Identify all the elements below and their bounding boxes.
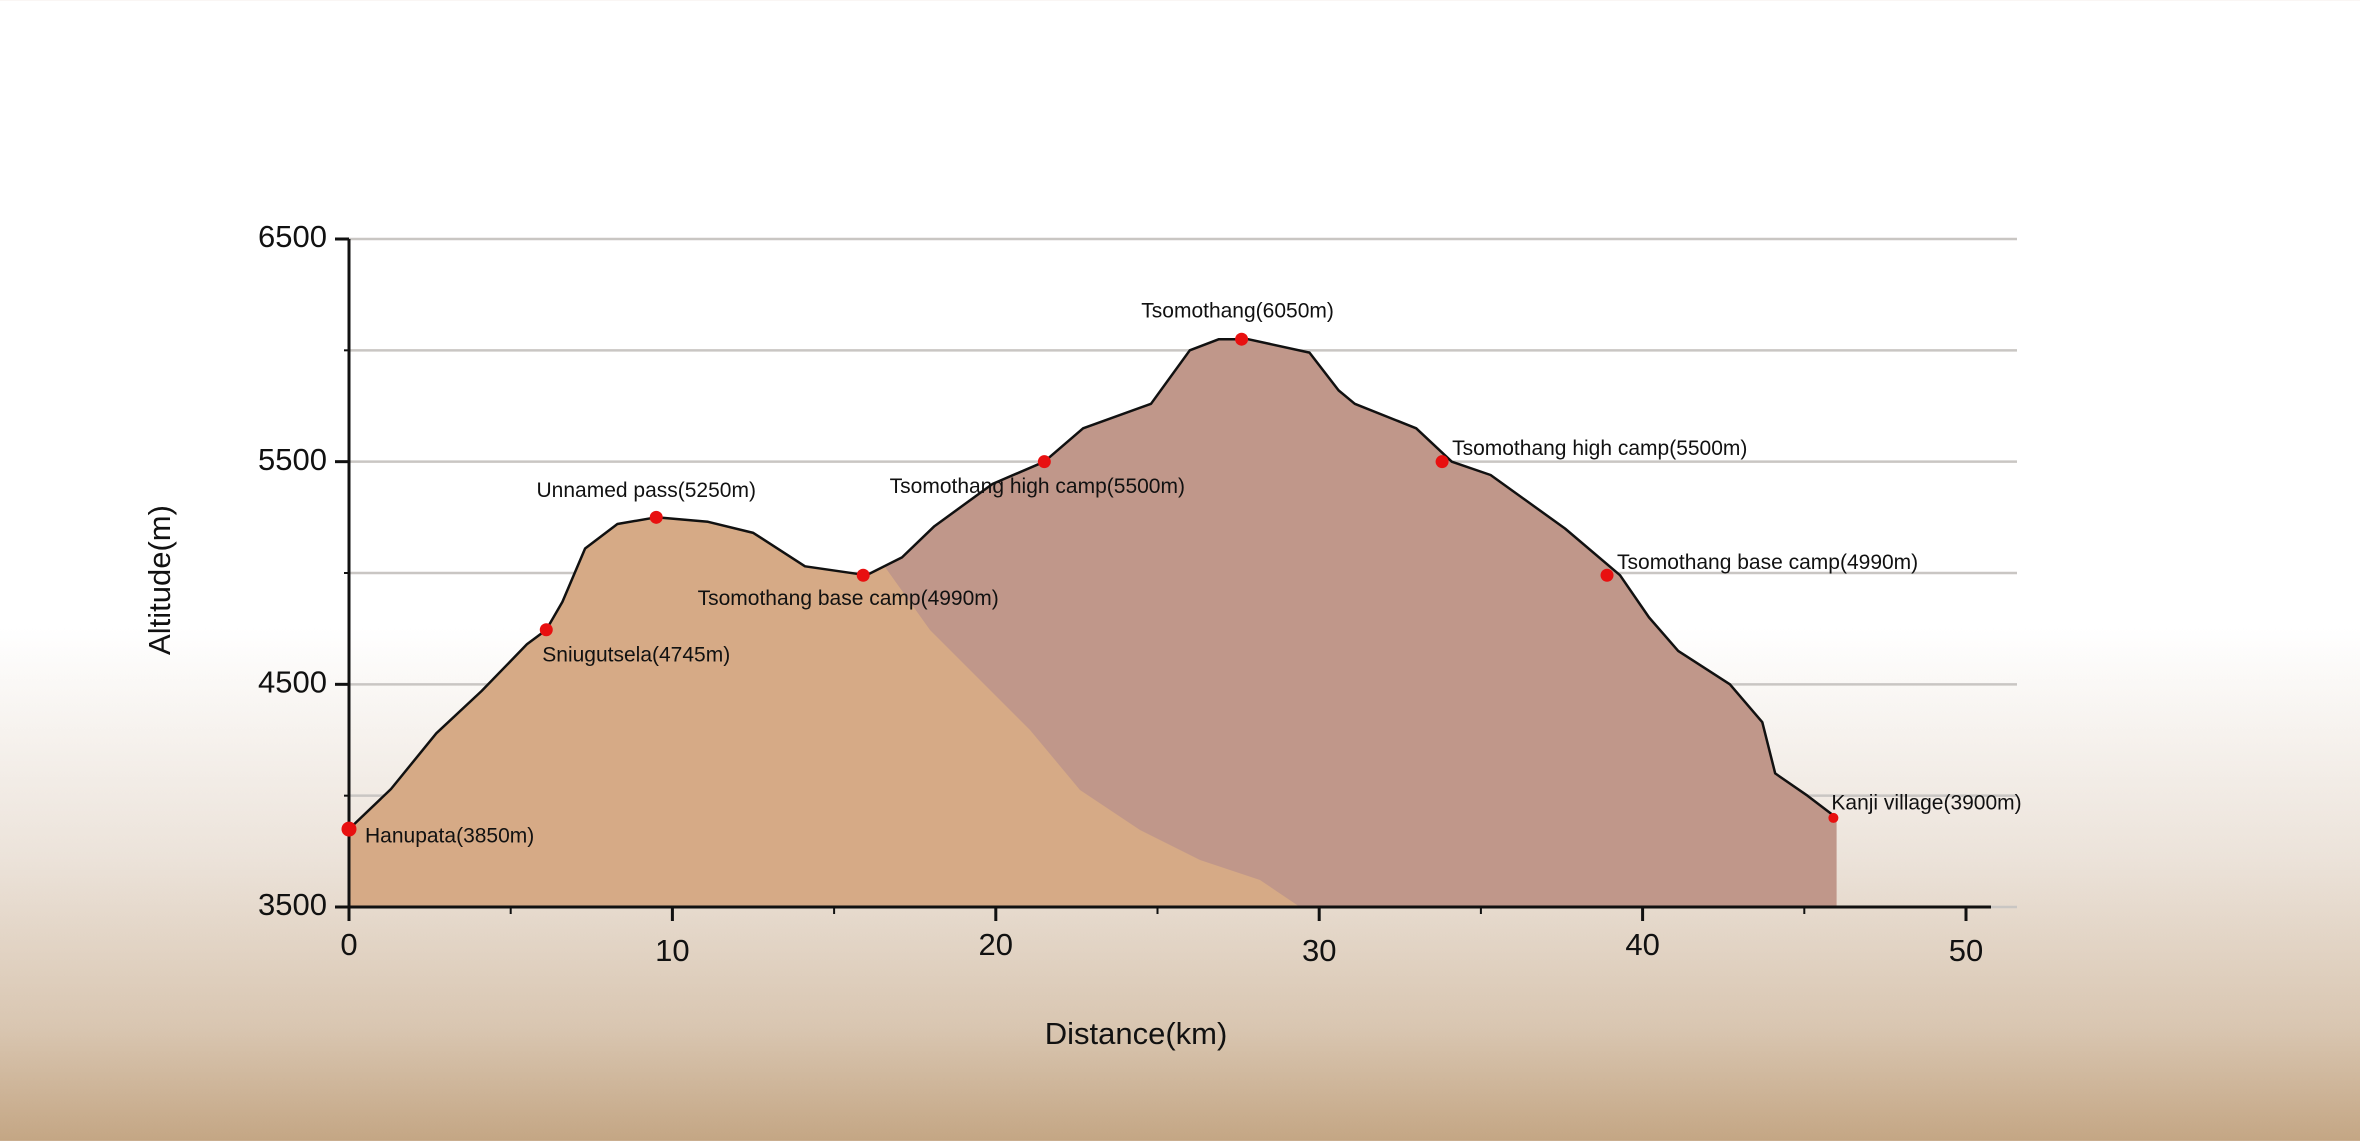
waypoint-marker <box>856 568 870 582</box>
waypoint-label: Tsomothang base camp(4990m) <box>1617 551 1918 574</box>
areas <box>348 337 1838 907</box>
y-tick-label: 6500 <box>258 219 327 254</box>
x-tick-label: 0 <box>340 927 357 962</box>
waypoint-label: Sniugutsela(4745m) <box>542 643 730 666</box>
x-tick-label: 40 <box>1625 927 1659 962</box>
waypoint-marker <box>1828 812 1839 823</box>
waypoint-label: Tsomothang high camp(5500m) <box>890 475 1185 498</box>
y-tick-label: 3500 <box>258 887 327 922</box>
waypoint-label: Kanji village(3900m) <box>1831 791 2021 814</box>
x-axis-title: Distance(km) <box>1045 1016 1228 1051</box>
profile-line <box>348 337 1838 831</box>
axes: 3500 4500 5500 6500 0 10 20 30 40 50 <box>258 219 1991 968</box>
waypoint-marker <box>649 510 663 524</box>
waypoint-label: Tsomothang(6050m) <box>1141 300 1334 323</box>
waypoint-marker <box>539 623 553 637</box>
waypoint-marker <box>1235 332 1249 346</box>
x-tick-label: 10 <box>655 933 689 968</box>
waypoint-marker <box>341 821 357 837</box>
y-tick-label: 5500 <box>258 442 327 477</box>
y-axis-title: Altitude(m) <box>142 505 177 655</box>
x-tick-label: 20 <box>979 927 1013 962</box>
y-tick-label: 4500 <box>258 665 327 700</box>
waypoint-label: Tsomothang base camp(4990m) <box>698 587 999 610</box>
marks: Hanupata(3850m) Sniugutsela(4745m) Unnamed… <box>341 300 2022 848</box>
x-tick-label: 50 <box>1949 933 1983 968</box>
x-tick-label: 30 <box>1302 933 1336 968</box>
waypoint-marker <box>1037 455 1051 469</box>
waypoint-marker <box>1435 455 1449 469</box>
waypoint-marker <box>1600 568 1614 582</box>
waypoint-label: Tsomothang high camp(5500m) <box>1452 437 1747 460</box>
waypoint-label: Hanupata(3850m) <box>365 825 534 848</box>
waypoint-label: Unnamed pass(5250m) <box>537 479 756 502</box>
